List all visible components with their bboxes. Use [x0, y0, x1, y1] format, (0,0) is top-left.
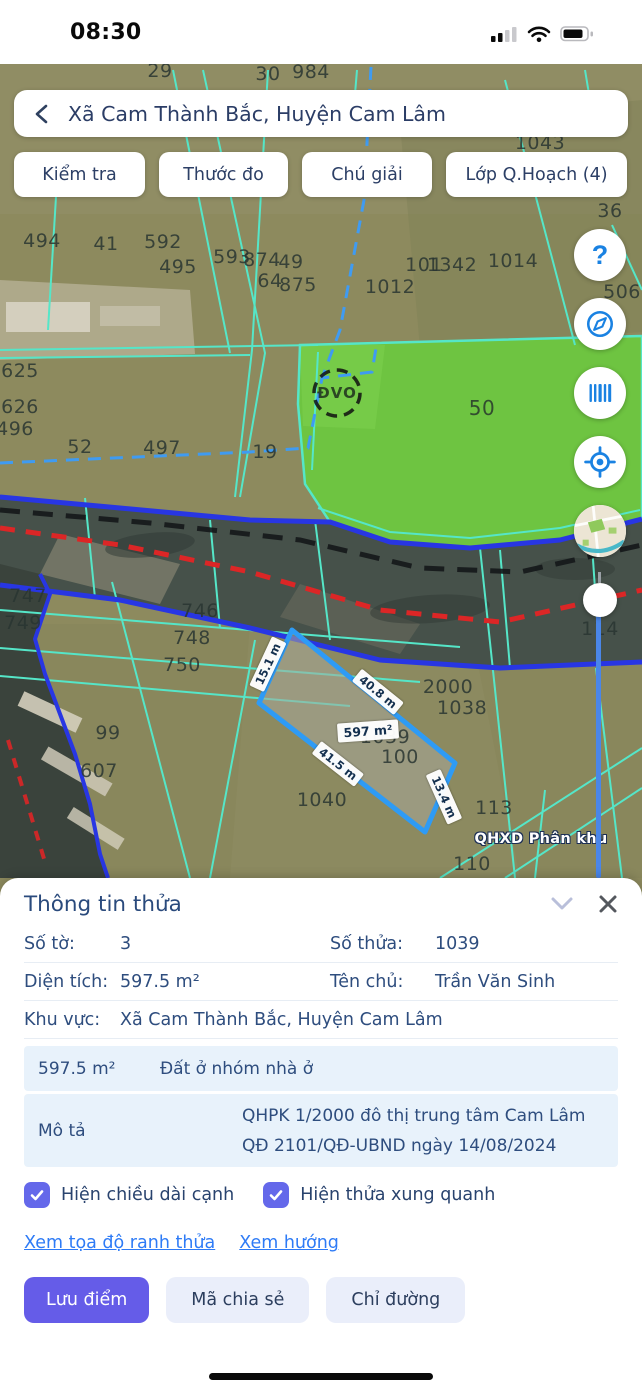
zoning-description-panel: Mô tả QHPK 1/2000 đô thị trung tâm Cam L… [24, 1094, 618, 1167]
action-button-3[interactable]: Chỉ đường [326, 1277, 466, 1323]
checkbox-2[interactable]: Hiện thửa xung quanh [263, 1182, 495, 1208]
toolbar-button-3[interactable]: Chú giải [302, 152, 432, 197]
action-button-2[interactable]: Mã chia sẻ [166, 1277, 310, 1323]
field-value: 597.5 m² [120, 971, 200, 992]
info-row: Khu vực: Xã Cam Thành Bắc, Huyện Cam Lâm [24, 1001, 618, 1039]
barcode-button[interactable] [574, 367, 626, 419]
checkbox-label: Hiện chiều dài cạnh [61, 1185, 235, 1205]
battery-icon [560, 26, 593, 42]
black-dashed-line [0, 507, 642, 575]
map-render [0, 64, 642, 878]
action-button-1[interactable]: Lưu điểm [24, 1277, 150, 1323]
actions-row: Lưu điểm Mã chia sẻ Chỉ đường [24, 1277, 618, 1323]
basemap-switch-button[interactable] [574, 505, 626, 557]
toolbar-button-1[interactable]: Kiểm tra [14, 152, 145, 197]
zoning-landuse-type: Đất ở nhóm nhà ở [160, 1058, 314, 1079]
cadastral-lines [0, 69, 642, 878]
barcode-icon [589, 384, 612, 402]
search-bar[interactable]: Xã Cam Thành Bắc, Huyện Cam Lâm [14, 90, 628, 137]
zoom-slider-stub [598, 572, 601, 583]
zoning-landuse-panel: 597.5 m² Đất ở nhóm nhà ở [24, 1046, 618, 1091]
compass-button[interactable] [574, 298, 626, 350]
checkmark-icon [269, 1190, 283, 1201]
locate-button[interactable] [574, 436, 626, 488]
info-rows: Số tờ: 3 Số thửa: 1039 Diện tích: 597.5 m² Tên… [24, 925, 618, 1039]
zoom-slider-track[interactable] [596, 610, 601, 878]
blue-boundaries [0, 494, 642, 878]
back-button[interactable] [28, 99, 58, 129]
field-label: Số tờ: [24, 933, 75, 954]
zoning-desc-lines: QHPK 1/2000 đô thị trung tâm Cam Lâm QĐ 2… [242, 1101, 586, 1161]
zoning-desc-line: QĐ 2101/QĐ-UBND ngày 14/08/2024 [242, 1135, 557, 1156]
checkbox-label: Hiện thửa xung quanh [300, 1185, 496, 1205]
checkbox-box[interactable] [263, 1182, 290, 1208]
toolbar: Kiểm tra Thước đo Chú giải Lớp Q.Hoạch (4) [14, 152, 628, 197]
status-bar: 08:30 [0, 0, 642, 64]
zoom-slider-handle[interactable] [583, 583, 617, 617]
basemap-thumbnail-icon [574, 505, 626, 557]
checkmark-icon [30, 1190, 44, 1201]
field-value: Trần Văn Sinh [435, 971, 556, 992]
field-label: Diện tích: [24, 971, 109, 992]
zoning-block: 597.5 m² Đất ở nhóm nhà ở Mô tả QHPK 1/2… [24, 1046, 618, 1167]
field-label: Tên chủ: [330, 971, 404, 992]
search-query-text: Xã Cam Thành Bắc, Huyện Cam Lâm [68, 101, 446, 126]
zoning-area-value: 597.5 m² [38, 1058, 116, 1079]
back-chevron-icon [35, 104, 48, 123]
zoning-desc-line: QHPK 1/2000 đô thị trung tâm Cam Lâm [242, 1105, 586, 1126]
toolbar-button-4[interactable]: Lớp Q.Hoạch (4) [446, 152, 627, 197]
parcel-info-sheet: Thông tin thửa Số tờ: 3 Số thửa: 1039 Diện t… [0, 878, 642, 1389]
field-label: Số thửa: [330, 933, 404, 954]
planning-zone-green [298, 336, 642, 548]
collapse-sheet-button[interactable] [550, 896, 574, 912]
help-button[interactable]: ? [574, 229, 626, 281]
home-indicator [209, 1373, 433, 1380]
sheet-title: Thông tin thửa [24, 892, 182, 917]
checkbox-box[interactable] [24, 1182, 50, 1208]
zone-symbol-circle [312, 368, 362, 418]
checkbox-row: Hiện chiều dài cạnh Hiện thửa xung quanh [24, 1182, 618, 1208]
info-row: Số tờ: 3 Số thửa: 1039 [24, 925, 618, 963]
link-1[interactable]: Xem tọa độ ranh thửa [24, 1233, 216, 1253]
toolbar-button-2[interactable]: Thước đo [159, 152, 288, 197]
compass-icon [586, 310, 614, 338]
field-value: 1039 [435, 933, 480, 954]
info-row: Diện tích: 597.5 m² Tên chủ: Trần Văn Sinh [24, 963, 618, 1001]
question-mark-icon: ? [591, 239, 609, 270]
map-fab-stack: ? [574, 229, 626, 557]
map-canvas[interactable] [0, 64, 642, 878]
field-value: 3 [120, 933, 132, 954]
clock: 08:30 [70, 19, 142, 45]
field-value: Xã Cam Thành Bắc, Huyện Cam Lâm [120, 1009, 443, 1030]
description-label: Mô tả [38, 1120, 86, 1141]
wifi-icon [527, 26, 551, 43]
close-sheet-button[interactable] [598, 894, 618, 914]
red-dashed-line [0, 525, 642, 625]
links-row: Xem tọa độ ranh thửa Xem hướng [24, 1233, 618, 1253]
link-2[interactable]: Xem hướng [239, 1233, 339, 1253]
locate-crosshair-icon [584, 446, 616, 478]
close-icon [599, 895, 617, 913]
checkbox-1[interactable]: Hiện chiều dài cạnh [24, 1182, 234, 1208]
chevron-down-icon [551, 897, 573, 910]
cellular-signal-icon [491, 26, 517, 42]
field-label: Khu vực: [24, 1009, 101, 1030]
